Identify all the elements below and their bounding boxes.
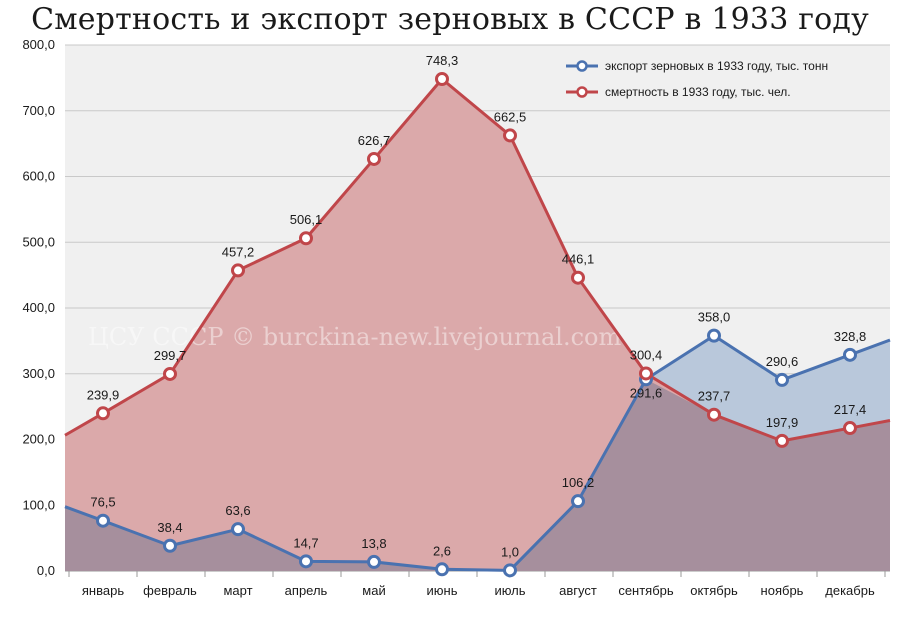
marker-mortality bbox=[503, 128, 517, 143]
data-label-export: 291,6 bbox=[630, 385, 663, 400]
data-label-mortality: 626,7 bbox=[358, 133, 391, 148]
marker-mortality bbox=[707, 407, 721, 422]
data-label-mortality: 299,7 bbox=[154, 348, 187, 363]
legend-marker-mortality bbox=[576, 86, 588, 98]
data-label-export: 328,8 bbox=[834, 329, 867, 344]
marker-mortality bbox=[367, 151, 381, 166]
y-tick-label: 300,0 bbox=[22, 366, 55, 381]
marker-mortality bbox=[571, 270, 585, 285]
marker-export bbox=[843, 347, 857, 362]
data-label-mortality: 237,7 bbox=[698, 389, 731, 404]
y-tick-label: 400,0 bbox=[22, 300, 55, 315]
y-tick-label: 800,0 bbox=[22, 37, 55, 52]
data-label-mortality: 239,9 bbox=[87, 387, 120, 402]
marker-mortality bbox=[299, 231, 313, 246]
data-label-mortality: 217,4 bbox=[834, 402, 867, 417]
x-tick-label: декабрь bbox=[825, 583, 875, 598]
x-tick-label: ноябрь bbox=[761, 583, 804, 598]
data-label-mortality: 446,1 bbox=[562, 252, 595, 267]
line-export bbox=[64, 334, 891, 572]
data-label-export: 1,0 bbox=[501, 544, 519, 559]
y-tick-label: 0,0 bbox=[37, 563, 55, 578]
data-label-export: 13,8 bbox=[361, 536, 386, 551]
y-tick-label: 100,0 bbox=[22, 497, 55, 512]
x-tick-label: август bbox=[559, 583, 597, 598]
marker-export bbox=[571, 494, 585, 509]
data-label-mortality: 300,4 bbox=[630, 347, 663, 362]
x-tick-label: июль bbox=[494, 583, 525, 598]
marker-mortality bbox=[435, 71, 449, 86]
y-tick-label: 600,0 bbox=[22, 169, 55, 184]
marker-export bbox=[231, 522, 245, 537]
data-label-mortality: 662,5 bbox=[494, 109, 527, 124]
marker-mortality bbox=[639, 366, 653, 381]
marker-export bbox=[503, 563, 517, 578]
x-tick-label: январь bbox=[82, 583, 124, 598]
data-label-export: 63,6 bbox=[225, 503, 250, 518]
marker-mortality bbox=[163, 366, 177, 381]
x-tick-label: сентябрь bbox=[618, 583, 674, 598]
legend-label-mortality: смертность в 1933 году, тыс. чел. bbox=[605, 85, 791, 99]
data-label-export: 290,6 bbox=[766, 354, 799, 369]
marker-mortality bbox=[775, 433, 789, 448]
data-label-export: 76,5 bbox=[90, 495, 115, 510]
marker-export bbox=[96, 513, 110, 528]
x-tick-label: октябрь bbox=[690, 583, 738, 598]
legend: экспорт зерновых в 1933 году, тыс. тонн с… bbox=[566, 59, 828, 99]
x-tick-label: март bbox=[223, 583, 252, 598]
area-overlap bbox=[65, 379, 890, 571]
marker-export bbox=[163, 538, 177, 553]
y-tick-label: 500,0 bbox=[22, 234, 55, 249]
marker-export bbox=[707, 328, 721, 343]
chart-title: Смертность и экспорт зерновых в СССР в 1… bbox=[31, 2, 869, 37]
data-label-mortality: 748,3 bbox=[426, 53, 459, 68]
line-mortality bbox=[64, 77, 891, 443]
marker-export bbox=[435, 562, 449, 577]
data-label-export: 38,4 bbox=[157, 520, 182, 535]
data-label-export: 106,2 bbox=[562, 475, 595, 490]
data-label-export: 2,6 bbox=[433, 543, 451, 558]
x-tick-label: июнь bbox=[427, 583, 458, 598]
data-label-mortality: 506,1 bbox=[290, 212, 323, 227]
marker-mortality bbox=[231, 263, 245, 278]
legend-marker-export bbox=[576, 60, 588, 72]
legend-label-export: экспорт зерновых в 1933 году, тыс. тонн bbox=[605, 59, 828, 73]
marker-export bbox=[775, 372, 789, 387]
x-tick-label: апрель bbox=[285, 583, 328, 598]
data-label-mortality: 457,2 bbox=[222, 244, 255, 259]
y-tick-label: 700,0 bbox=[22, 103, 55, 118]
marker-mortality bbox=[843, 421, 857, 436]
data-label-mortality: 197,9 bbox=[766, 415, 799, 430]
x-tick-label: февраль bbox=[143, 583, 197, 598]
y-tick-label: 200,0 bbox=[22, 432, 55, 447]
marker-mortality bbox=[96, 406, 110, 421]
marker-export bbox=[367, 554, 381, 569]
data-label-export: 14,7 bbox=[293, 535, 318, 550]
watermark-text: ЦСУ СССР © burckina-new.livejournal.com bbox=[88, 323, 621, 351]
data-label-export: 358,0 bbox=[698, 310, 731, 325]
marker-export bbox=[299, 554, 313, 569]
x-tick-label: май bbox=[362, 583, 385, 598]
